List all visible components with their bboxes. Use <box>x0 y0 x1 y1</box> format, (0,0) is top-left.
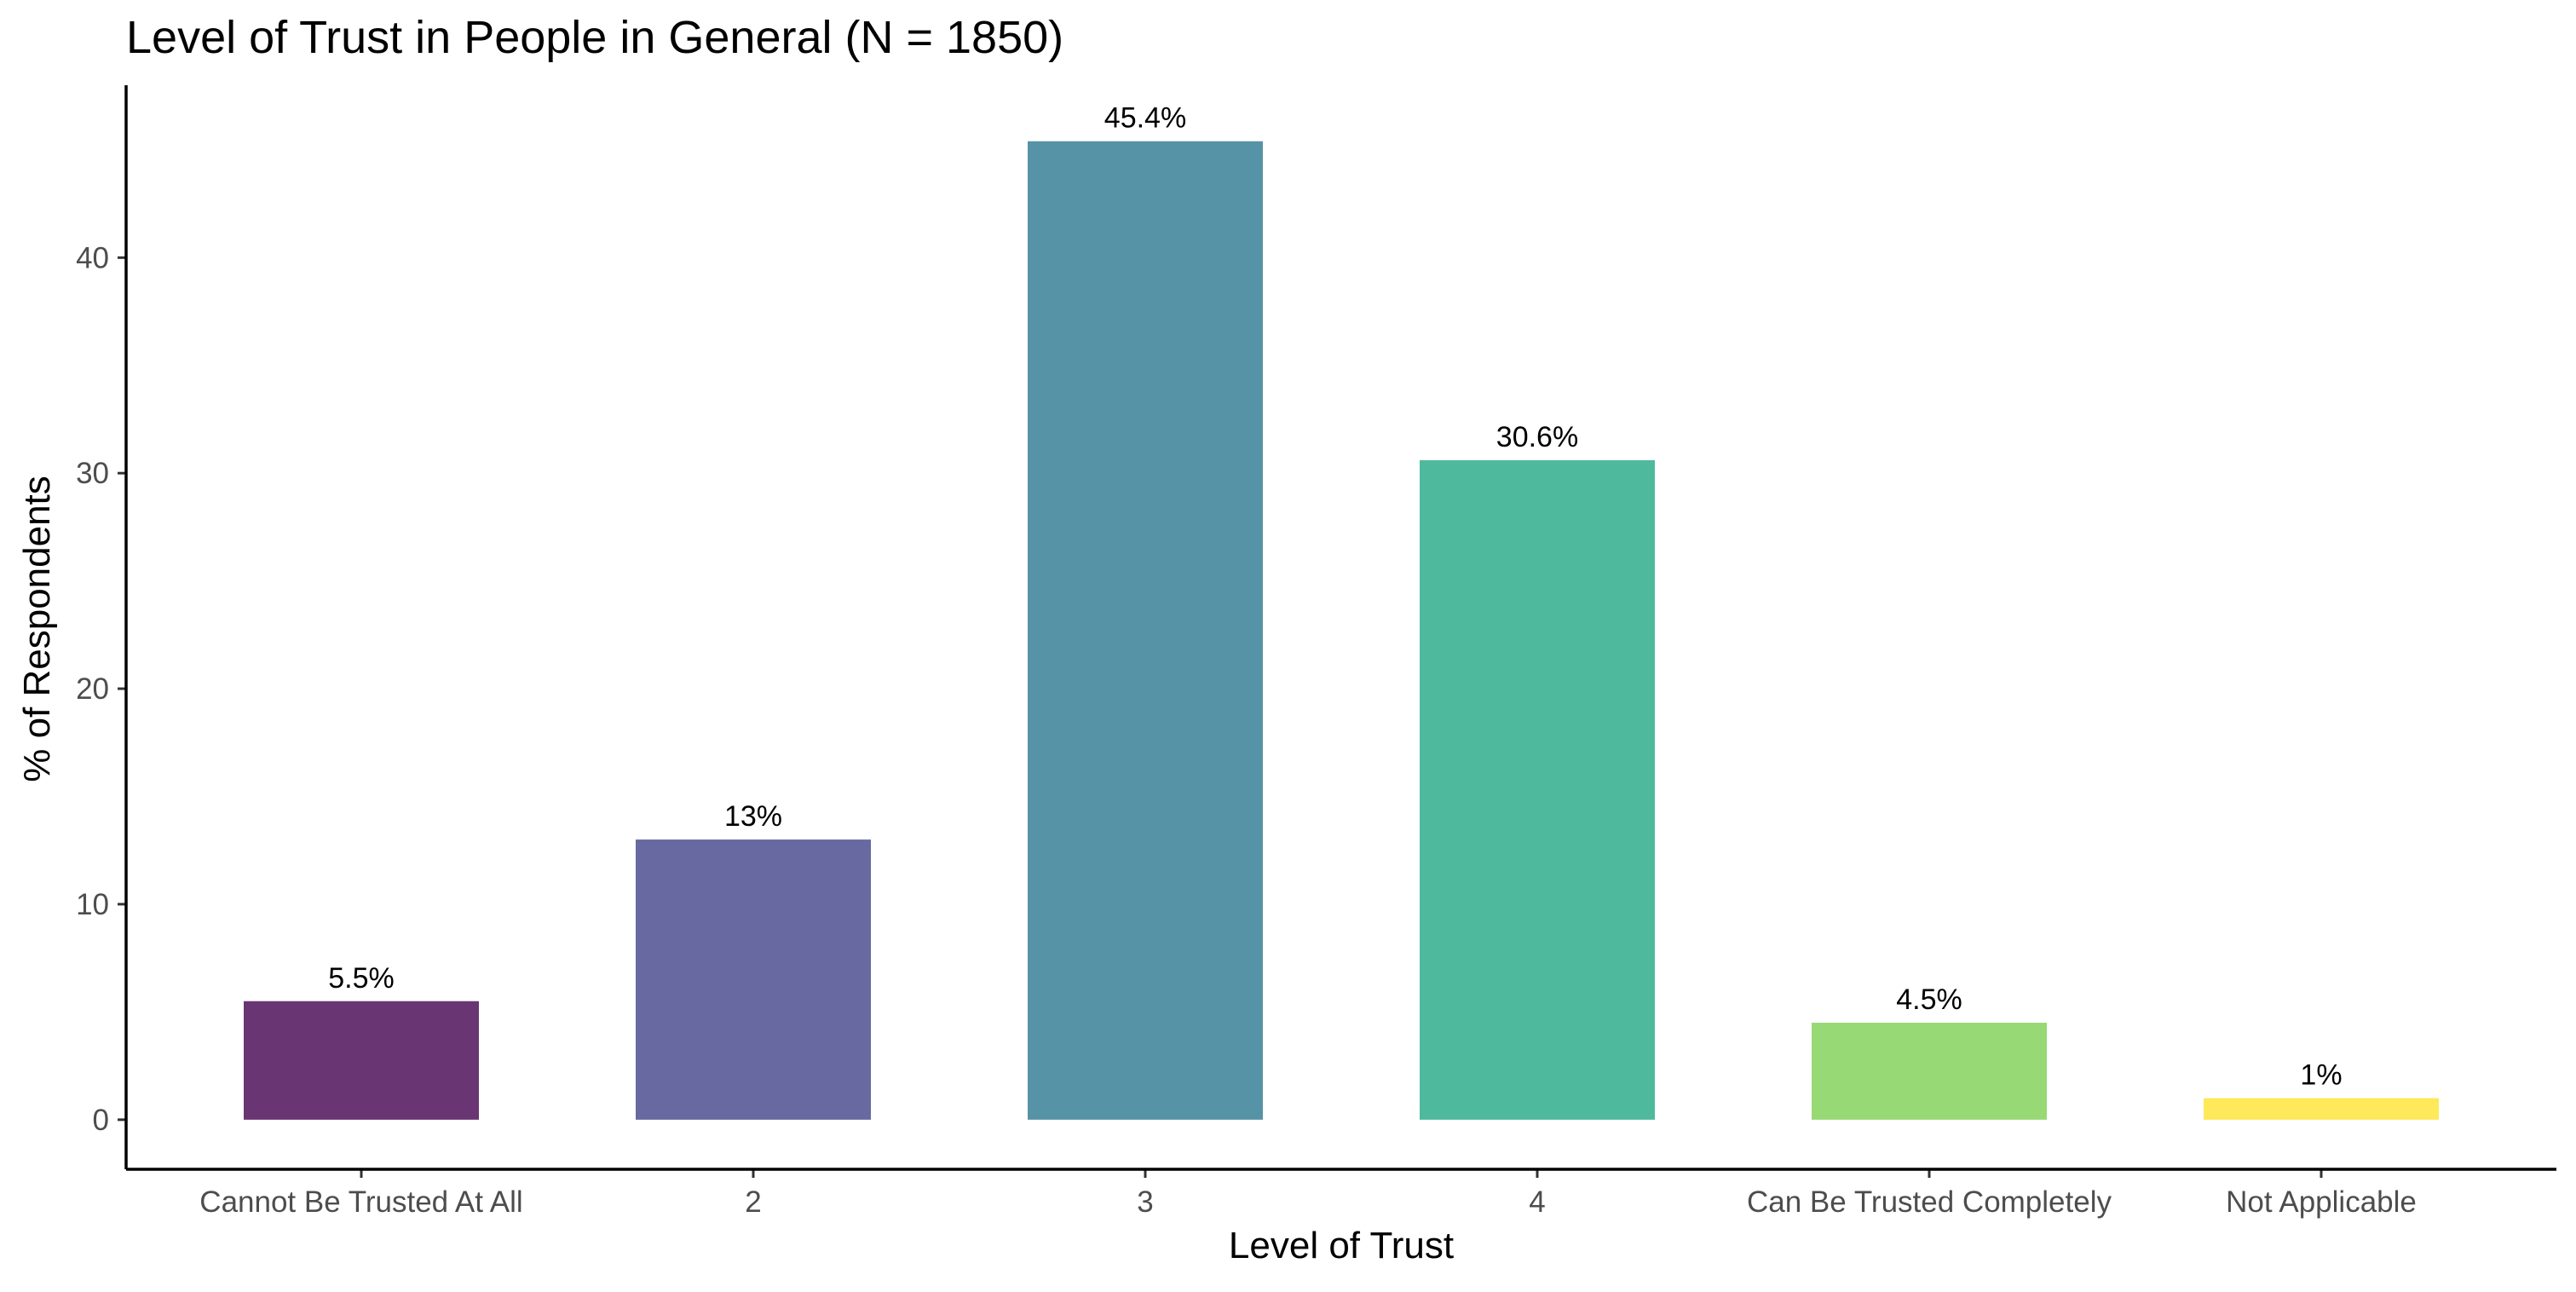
x-tick-label: 2 <box>745 1185 761 1219</box>
bar-data-label: 30.6% <box>1496 421 1578 453</box>
y-tick-label: 0 <box>93 1104 109 1137</box>
x-tick-label: Can Be Trusted Completely <box>1747 1185 2112 1219</box>
bar <box>1420 460 1655 1120</box>
bar-data-label: 13% <box>724 800 782 833</box>
bar <box>2204 1098 2439 1120</box>
bar-data-label: 1% <box>2300 1059 2342 1092</box>
data-labels-layer: 5.5% 13% 45.4% 30.6% 4.5% 1% <box>328 102 2342 1092</box>
bar-data-label: 4.5% <box>1896 983 1962 1016</box>
y-tick-label: 30 <box>76 457 109 490</box>
axes-layer: Cannot Be Trusted At All 2 3 4 Can Be Truste… <box>76 85 2556 1219</box>
bar-data-label: 5.5% <box>328 962 395 995</box>
y-axis-title: % of Respondents <box>16 476 58 782</box>
bar <box>1812 1023 2047 1120</box>
bar-data-label: 45.4% <box>1104 102 1186 135</box>
bar <box>244 1001 479 1120</box>
x-tick-label: Not Applicable <box>2226 1185 2417 1219</box>
chart-title: Level of Trust in People in General (N =… <box>126 12 1063 63</box>
y-tick-label: 10 <box>76 888 109 921</box>
y-tick-label: 20 <box>76 672 109 706</box>
x-tick-label: 3 <box>1137 1185 1153 1219</box>
y-tick-label: 40 <box>76 241 109 274</box>
bar <box>636 839 871 1120</box>
bar <box>1028 141 1263 1120</box>
x-tick-label: Cannot Be Trusted At All <box>199 1185 522 1219</box>
x-axis-title: Level of Trust <box>1229 1225 1454 1266</box>
bars-layer <box>244 141 2439 1120</box>
x-tick-label: 4 <box>1529 1185 1545 1219</box>
